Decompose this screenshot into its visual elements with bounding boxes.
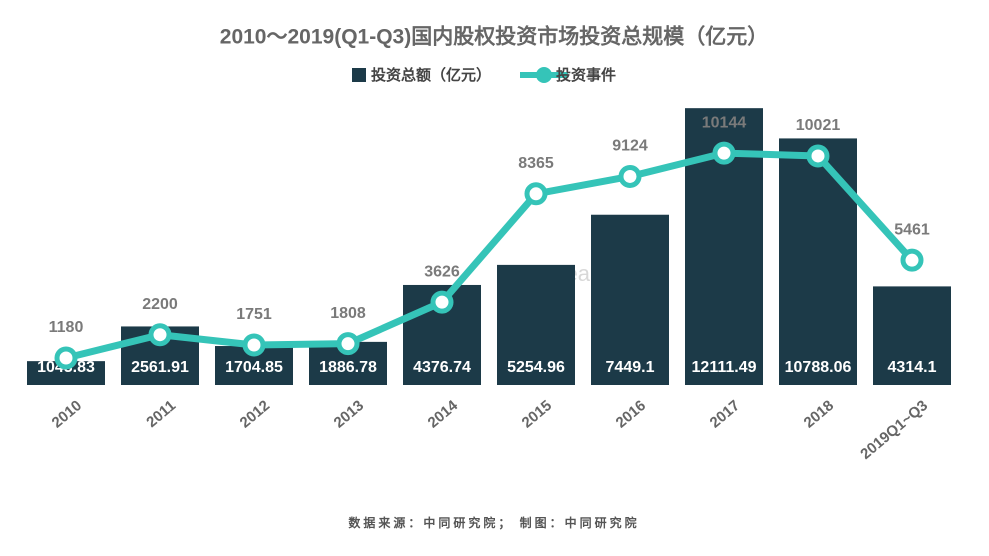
x-tick-label: 2015 <box>519 397 555 431</box>
data-label: 10021 <box>796 117 841 134</box>
data-label: 10788.06 <box>785 359 852 376</box>
data-label: 2561.91 <box>131 359 189 376</box>
data-label: 5254.96 <box>507 359 565 376</box>
data-label: 4376.74 <box>413 359 471 376</box>
data-label: 1808 <box>330 305 366 322</box>
line-point <box>900 248 924 272</box>
data-label: 1886.78 <box>319 359 377 376</box>
data-label: 1704.85 <box>225 359 283 376</box>
x-tick-label: 2019Q1~Q3 <box>857 397 931 463</box>
data-label: 7449.1 <box>606 359 655 376</box>
x-tick-label: 2013 <box>331 397 367 431</box>
data-label: 8365 <box>518 155 554 172</box>
legend-label: 投资总额（亿元） <box>371 66 491 84</box>
data-label: 4314.1 <box>888 359 937 376</box>
line-point <box>524 182 548 206</box>
bar <box>591 214 669 385</box>
bar <box>779 138 857 385</box>
line-point <box>430 290 454 314</box>
line-point <box>336 332 360 356</box>
line-point <box>618 164 642 188</box>
data-label: 1751 <box>236 306 272 323</box>
x-tick-label: 2018 <box>801 397 837 431</box>
line <box>65 149 915 362</box>
legend-swatch <box>352 68 366 82</box>
legend-swatch <box>536 67 552 83</box>
data-label: 10144 <box>702 114 747 131</box>
data-label: 12111.49 <box>692 359 757 376</box>
source-note: 数据来源：中同研究院； 制图：中同研究院 <box>348 515 639 530</box>
bar <box>873 286 951 385</box>
data-label: 1180 <box>49 319 84 336</box>
x-tick-label: 2011 <box>143 397 179 431</box>
line-point <box>242 333 266 357</box>
data-label: 5461 <box>894 221 930 238</box>
bar <box>497 264 575 385</box>
x-tick-label: 2010 <box>49 397 85 431</box>
bar <box>27 361 105 385</box>
x-tick-label: 2014 <box>425 397 462 432</box>
x-tick-label: 2016 <box>613 397 649 431</box>
line-point <box>54 346 78 370</box>
chart-title: 2010～2019(Q1-Q3)国内股权投资市场投资总规模（亿元） <box>220 25 768 49</box>
line-point <box>806 144 830 168</box>
x-tick-label: 2012 <box>237 397 273 431</box>
line-point <box>148 323 172 347</box>
data-label: 3626 <box>424 263 460 280</box>
legend-label: 投资事件 <box>556 66 616 84</box>
data-label: 9124 <box>612 138 648 155</box>
line-point <box>712 141 736 165</box>
data-label: 2200 <box>142 296 178 313</box>
x-tick-label: 2017 <box>707 397 743 431</box>
